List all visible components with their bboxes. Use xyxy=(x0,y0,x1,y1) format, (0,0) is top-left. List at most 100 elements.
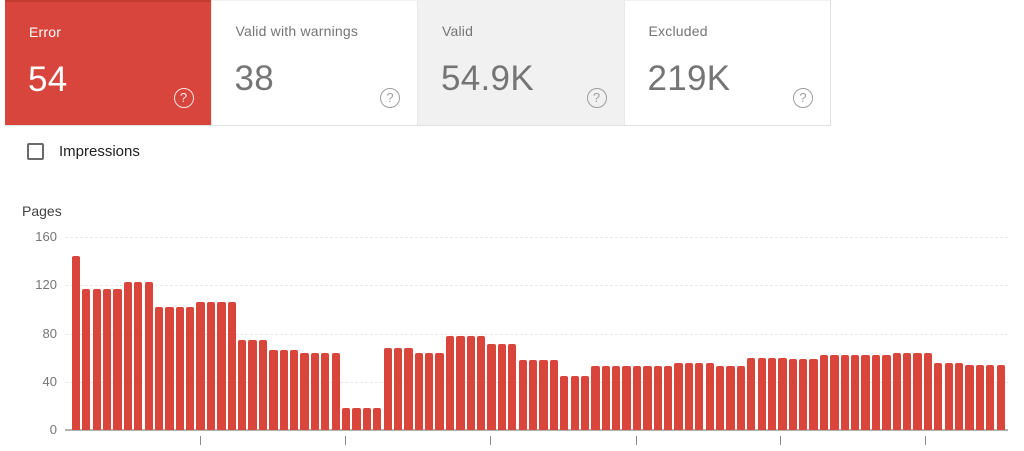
bar-day-44[interactable] xyxy=(518,360,527,430)
bar-day-81[interactable] xyxy=(903,352,912,430)
bar-day-24[interactable] xyxy=(310,352,320,430)
bar-day-52[interactable] xyxy=(601,366,610,430)
bar-day-59[interactable] xyxy=(674,362,683,430)
bar-day-23[interactable] xyxy=(300,352,309,430)
card-excluded[interactable]: Excluded 219K ? xyxy=(623,0,830,125)
bar-day-28[interactable] xyxy=(352,408,361,430)
bar-day-17[interactable] xyxy=(238,339,247,430)
bar-day-90[interactable] xyxy=(996,364,1005,430)
bar-day-88[interactable] xyxy=(975,364,985,430)
bar-day-4[interactable] xyxy=(102,288,112,430)
bar-day-3[interactable] xyxy=(92,288,101,430)
help-icon[interactable]: ? xyxy=(380,88,400,108)
help-icon[interactable]: ? xyxy=(173,88,194,108)
bar-day-30[interactable] xyxy=(373,408,382,430)
bar-day-55[interactable] xyxy=(632,366,642,430)
bar-day-57[interactable] xyxy=(653,366,662,430)
bar-day-60[interactable] xyxy=(684,362,694,430)
bar-day-87[interactable] xyxy=(965,364,974,430)
help-icon[interactable]: ? xyxy=(586,88,607,108)
bar-day-48[interactable] xyxy=(560,375,569,430)
bar-day-42[interactable] xyxy=(497,344,507,430)
impressions-checkbox[interactable] xyxy=(27,143,44,160)
bar-day-74[interactable] xyxy=(830,355,839,430)
bar-day-45[interactable] xyxy=(528,360,538,430)
bar-day-31[interactable] xyxy=(383,348,392,430)
bar-day-5[interactable] xyxy=(113,288,122,430)
bar-day-68[interactable] xyxy=(767,357,777,430)
bar-day-78[interactable] xyxy=(871,355,881,430)
bar-day-32[interactable] xyxy=(393,348,403,430)
bar-day-37[interactable] xyxy=(445,335,455,430)
bar-day-61[interactable] xyxy=(695,362,704,430)
bar-day-51[interactable] xyxy=(591,366,600,430)
bar-day-89[interactable] xyxy=(986,364,995,430)
bar-day-39[interactable] xyxy=(466,335,475,430)
bar-day-27[interactable] xyxy=(341,408,351,430)
bar-day-11[interactable] xyxy=(175,307,184,430)
bar-day-25[interactable] xyxy=(321,352,330,430)
bar-day-79[interactable] xyxy=(882,355,891,430)
bar-day-54[interactable] xyxy=(622,366,631,430)
bar-day-36[interactable] xyxy=(435,352,444,430)
bar-day-8[interactable] xyxy=(144,281,153,430)
bar-day-69[interactable] xyxy=(778,357,787,430)
bar-day-16[interactable] xyxy=(227,302,236,430)
bar-day-13[interactable] xyxy=(196,302,205,430)
bar-day-1[interactable] xyxy=(71,256,81,430)
bar-day-34[interactable] xyxy=(414,352,423,430)
bar-day-70[interactable] xyxy=(788,358,797,430)
bar-day-53[interactable] xyxy=(612,366,621,430)
bar-day-46[interactable] xyxy=(539,360,548,430)
bar-day-20[interactable] xyxy=(269,350,278,430)
bar-day-80[interactable] xyxy=(892,352,901,430)
bar-day-76[interactable] xyxy=(851,355,860,430)
bar-day-35[interactable] xyxy=(425,352,434,430)
bar-day-40[interactable] xyxy=(477,335,486,430)
bar-day-73[interactable] xyxy=(819,355,829,430)
bar-day-6[interactable] xyxy=(123,281,133,430)
bar-day-86[interactable] xyxy=(954,362,964,430)
bar-day-50[interactable] xyxy=(580,375,590,430)
bar-day-33[interactable] xyxy=(404,348,413,430)
bar-day-43[interactable] xyxy=(508,344,517,430)
bar-day-71[interactable] xyxy=(799,358,808,430)
bar-day-26[interactable] xyxy=(331,352,340,430)
bar-day-22[interactable] xyxy=(289,350,299,430)
bar-day-56[interactable] xyxy=(643,366,652,430)
bar-day-67[interactable] xyxy=(757,357,766,430)
bar-day-62[interactable] xyxy=(705,362,714,430)
bar-day-7[interactable] xyxy=(134,281,143,430)
bar-day-47[interactable] xyxy=(549,360,559,430)
bar-day-38[interactable] xyxy=(456,335,465,430)
bar-day-77[interactable] xyxy=(861,355,870,430)
bar-day-2[interactable] xyxy=(82,288,91,430)
bar-day-85[interactable] xyxy=(944,362,953,430)
bar-day-19[interactable] xyxy=(258,339,268,430)
bar-day-49[interactable] xyxy=(570,375,579,430)
bar-day-82[interactable] xyxy=(913,352,922,430)
bar-day-29[interactable] xyxy=(362,408,372,430)
bar-day-9[interactable] xyxy=(154,307,164,430)
bar-day-58[interactable] xyxy=(664,366,673,430)
bar-day-75[interactable] xyxy=(840,355,849,430)
bar-day-12[interactable] xyxy=(186,307,195,430)
bar-day-83[interactable] xyxy=(923,352,933,430)
bar-day-84[interactable] xyxy=(934,362,943,430)
bar-day-15[interactable] xyxy=(217,302,226,430)
bar-day-63[interactable] xyxy=(715,366,725,430)
bar-day-64[interactable] xyxy=(726,366,735,430)
bar-day-72[interactable] xyxy=(809,358,818,430)
bar-day-14[interactable] xyxy=(206,302,216,430)
bar-day-65[interactable] xyxy=(736,366,746,430)
help-icon[interactable]: ? xyxy=(793,88,813,108)
bar-day-41[interactable] xyxy=(487,344,496,430)
bar-day-21[interactable] xyxy=(279,350,288,430)
bar-day-10[interactable] xyxy=(165,307,174,430)
card-error[interactable]: Error 54 ? xyxy=(5,0,211,125)
bar-day-66[interactable] xyxy=(747,357,756,430)
impressions-toggle[interactable]: Impressions xyxy=(27,143,140,160)
bar-day-18[interactable] xyxy=(248,339,257,430)
card-valid-with-warnings[interactable]: Valid with warnings 38 ? xyxy=(210,0,417,125)
card-valid[interactable]: Valid 54.9K ? xyxy=(417,0,624,125)
